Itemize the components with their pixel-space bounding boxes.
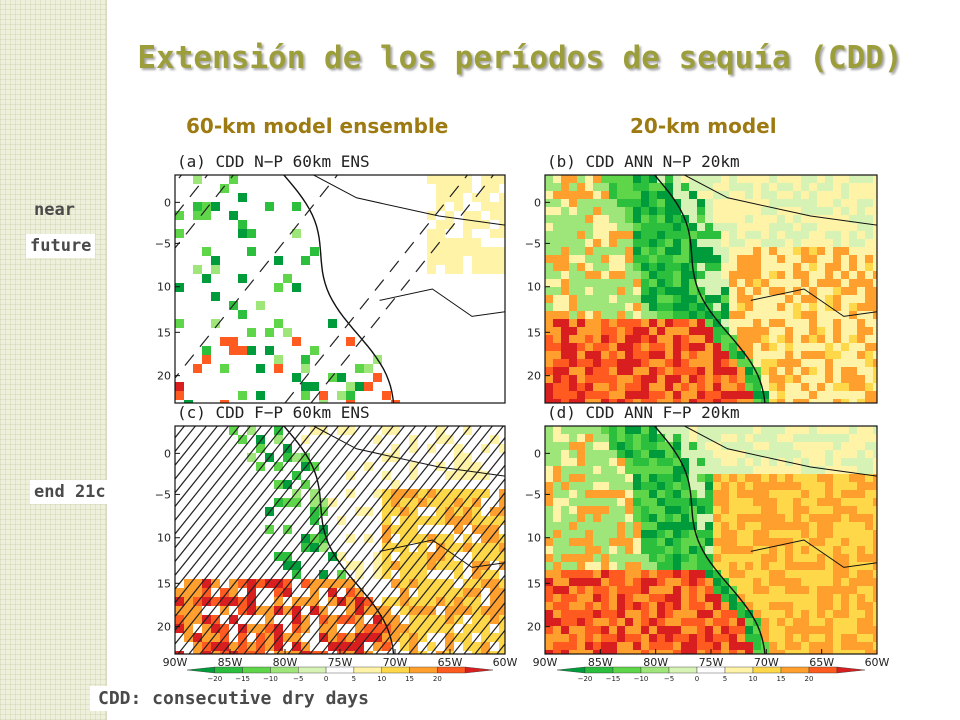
column-header-20km: 20-km model xyxy=(630,114,777,138)
lat-tick-label: 15 xyxy=(157,577,171,590)
lon-tick-label: 85W xyxy=(588,656,613,669)
colorbar-tick-label: 10 xyxy=(749,675,758,683)
colorbar-tick-label: 15 xyxy=(405,675,414,683)
lat-tick-label: −5 xyxy=(155,488,171,501)
colorbar-tick-label: −20 xyxy=(578,675,593,683)
row-label-near: near xyxy=(34,200,75,220)
lon-tick-label: 85W xyxy=(218,656,243,669)
lat-tick-label: 20 xyxy=(157,370,171,383)
colorbar-tick-label: −15 xyxy=(235,675,250,683)
lon-tick-label: 80W xyxy=(273,656,298,669)
colorbar-tick-label: 0 xyxy=(324,675,328,683)
lat-tick-label: 0 xyxy=(164,196,171,209)
colorbar-tick-label: 20 xyxy=(805,675,814,683)
lon-tick-label: 75W xyxy=(328,656,353,669)
colorbar-tick-label: −15 xyxy=(606,675,621,683)
lat-tick-label: 20 xyxy=(527,370,541,383)
row-label-end-21c: end 21c xyxy=(30,480,110,504)
colorbar-tick-label: −10 xyxy=(263,675,278,683)
panel-title-d: (d) CDD ANN F−P 20km xyxy=(547,403,740,422)
colorbar-tick-label: 0 xyxy=(695,675,699,683)
map-panel-a: (a) CDD N−P 60km ENS 0 −5 10 15 20 xyxy=(155,152,506,404)
panel-title-c: (c) CDD F−P 60km ENS xyxy=(177,403,370,422)
panel-title-b: (b) CDD ANN N−P 20km xyxy=(547,152,740,171)
lat-tick-label: 10 xyxy=(527,532,541,545)
lat-tick-label: 0 xyxy=(534,447,541,460)
lon-tick-label: 90W xyxy=(533,656,558,669)
colorbar-tick-label: 10 xyxy=(377,675,386,683)
lon-tick-label: 75W xyxy=(699,656,724,669)
decorative-side-strip xyxy=(0,0,107,720)
lat-tick-label: 0 xyxy=(164,447,171,460)
colorbar-tick-label: −20 xyxy=(207,675,222,683)
colorbar-tick-label: −10 xyxy=(634,675,649,683)
lat-tick-label: 20 xyxy=(527,621,541,634)
map-panel-b: (b) CDD ANN N−P 20km 0 −5 10 15 20 xyxy=(525,152,878,404)
lon-tick-label: 80W xyxy=(643,656,668,669)
lon-tick-label: 60W xyxy=(865,656,890,669)
colorbar-tick-label: 15 xyxy=(777,675,786,683)
lat-tick-label: 10 xyxy=(527,281,541,294)
lon-tick-label: 90W xyxy=(163,656,188,669)
column-header-60km: 60-km model ensemble xyxy=(186,114,449,138)
lat-tick-label: 10 xyxy=(157,532,171,545)
lon-tick-label: 70W xyxy=(383,656,408,669)
footnote-cdd-definition: CDD: consecutive dry days xyxy=(90,686,377,711)
lat-tick-label: 15 xyxy=(527,577,541,590)
lat-tick-label: 10 xyxy=(157,281,171,294)
lon-tick-label: 70W xyxy=(754,656,779,669)
colorbar-tick-label: 20 xyxy=(433,675,442,683)
colorbar-tick-label: −5 xyxy=(293,675,303,683)
lat-tick-label: 0 xyxy=(534,196,541,209)
lat-tick-label: 20 xyxy=(157,621,171,634)
lat-tick-label: −5 xyxy=(525,488,541,501)
lon-tick-label: 60W xyxy=(493,656,518,669)
lat-tick-label: 15 xyxy=(157,326,171,339)
slide-title: Extensión de los períodos de sequía (CDD… xyxy=(137,40,903,76)
panel-title-a: (a) CDD N−P 60km ENS xyxy=(177,152,370,171)
map-panel-d: (d) CDD ANN F−P 20km 0 −5 10 15 20 xyxy=(525,403,878,655)
colorbar-right: −20 −15 −10 −5 0 5 10 15 20 xyxy=(556,666,866,683)
lat-tick-label: 15 xyxy=(527,326,541,339)
colorbar-tick-label: 5 xyxy=(723,675,727,683)
colorbar-tick-label: 5 xyxy=(352,675,356,683)
lon-tick-label: 65W xyxy=(438,656,463,669)
map-panel-c: (c) CDD F−P 60km ENS 0 −5 10 15 20 xyxy=(155,403,506,655)
colorbar-left: −20 −15 −10 −5 0 5 10 15 20 xyxy=(186,666,494,683)
row-label-future: future xyxy=(26,234,96,258)
lat-tick-label: −5 xyxy=(525,237,541,250)
colorbar-tick-label: −5 xyxy=(664,675,674,683)
lat-tick-label: −5 xyxy=(155,237,171,250)
lon-tick-label: 65W xyxy=(809,656,834,669)
